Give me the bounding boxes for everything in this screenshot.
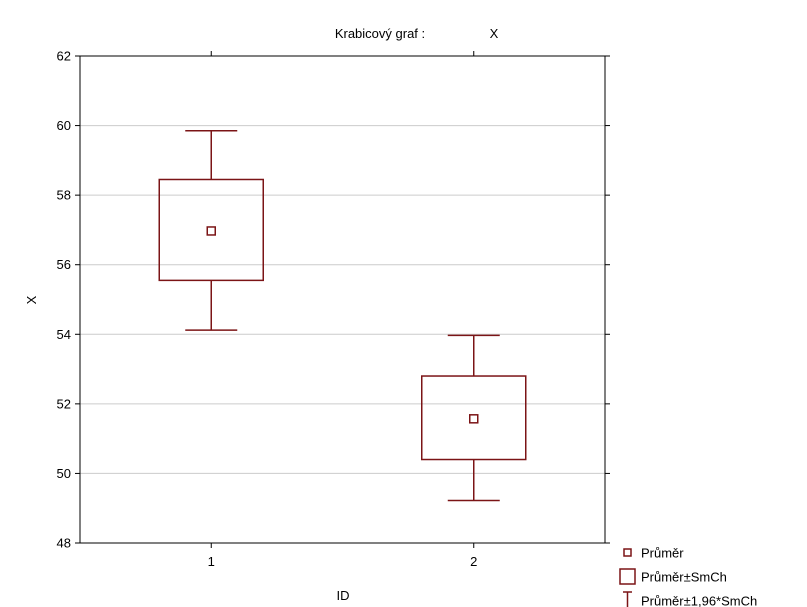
mean-marker (206, 226, 216, 236)
legend-item-whisker: Průměr±1,96*SmCh (623, 591, 757, 607)
boxes (158, 130, 527, 502)
box-rect (158, 178, 264, 282)
legend-item-box: Průměr±SmCh (619, 568, 727, 585)
y-tick-label: 60 (57, 118, 71, 133)
y-tick-label: 50 (57, 466, 71, 481)
box-group-2 (421, 334, 527, 502)
y-tick-label: 52 (57, 396, 71, 411)
legend: Průměr Průměr±SmCh Průměr±1,96*SmCh (619, 546, 757, 607)
y-tick-label: 56 (57, 257, 71, 272)
y-tick-label: 54 (57, 327, 71, 342)
legend-label: Průměr (641, 546, 684, 561)
mean-marker (469, 414, 479, 424)
legend-mean-symbol (623, 548, 632, 557)
legend-label: Průměr±1,96*SmCh (641, 594, 757, 607)
legend-item-mean: Průměr (623, 546, 684, 561)
chart-title-variable: X (490, 26, 499, 41)
grid-lines (80, 125, 605, 474)
x-axis-label: ID (337, 588, 350, 603)
legend-box-symbol (619, 568, 636, 585)
x-tick-label: 2 (470, 554, 477, 569)
y-axis-label: X (24, 295, 39, 304)
y-tick-label: 58 (57, 188, 71, 203)
y-axis-ticks: 48 50 52 54 56 58 60 62 (57, 49, 610, 551)
x-tick-label: 1 (208, 554, 215, 569)
chart-title: Krabicový graf : (335, 26, 425, 41)
y-tick-label: 48 (57, 536, 71, 551)
y-tick-label: 62 (57, 49, 71, 64)
box-group-1 (158, 130, 264, 331)
legend-label: Průměr±SmCh (641, 570, 727, 585)
plot-area (79, 55, 606, 544)
box-rect (421, 375, 527, 461)
